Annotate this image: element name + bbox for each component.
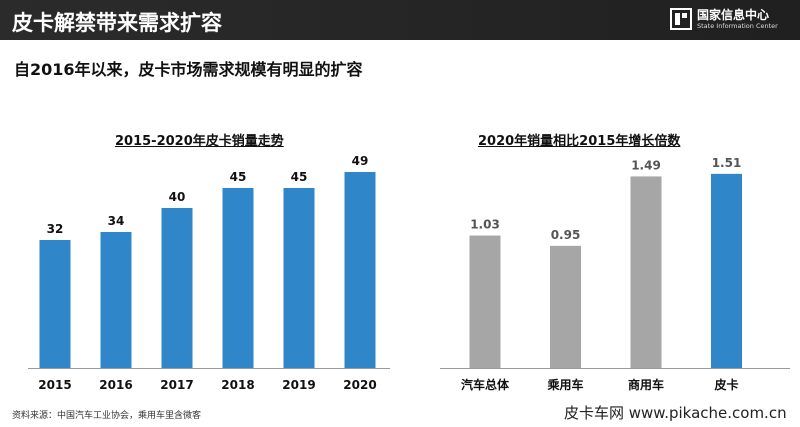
- value-label-汽车总体: 1.03: [470, 218, 500, 232]
- right-chart-title: 2020年销量相比2015年增长倍数: [478, 134, 681, 149]
- value-label-2016: 34: [108, 214, 125, 228]
- bar-2020: [344, 172, 376, 368]
- bar-2017: [161, 208, 193, 368]
- bar-2016: [100, 232, 132, 368]
- value-label-2017: 40: [169, 190, 186, 204]
- x-tick-2018: 2018: [221, 378, 254, 392]
- logo-name: 国家信息中心: [697, 8, 770, 22]
- x-tick-2017: 2017: [160, 378, 193, 392]
- bar-2018: [222, 188, 254, 368]
- value-label-皮卡: 1.51: [712, 156, 742, 170]
- value-label-2020: 49: [352, 154, 369, 168]
- header-bar: 皮卡解禁带来需求扩容 国家信息中心 State Information Cent…: [0, 0, 800, 40]
- data-source-note: 资料来源：中国汽车工业协会，乘用车里含微客: [12, 411, 202, 421]
- x-tick-汽车总体: 汽车总体: [461, 377, 510, 392]
- value-label-商用车: 1.49: [631, 158, 661, 172]
- x-tick-乘用车: 乘用车: [546, 377, 583, 392]
- value-label-2018: 45: [230, 170, 247, 184]
- bar-2019: [283, 188, 315, 368]
- state-information-center-icon: [670, 8, 692, 30]
- value-label-2019: 45: [291, 170, 308, 184]
- value-label-乘用车: 0.95: [551, 228, 581, 242]
- logo-subtitle: State Information Center: [697, 22, 778, 30]
- x-tick-2020: 2020: [343, 378, 376, 392]
- bar-皮卡: [711, 173, 742, 368]
- x-tick-2019: 2019: [282, 378, 315, 392]
- logo: 国家信息中心 State Information Center: [670, 6, 790, 34]
- watermark: 皮卡车网 www.pikache.com.cn: [560, 402, 791, 423]
- bar-汽车总体: [469, 235, 501, 368]
- x-tick-2016: 2016: [99, 378, 132, 392]
- bar-乘用车: [550, 245, 581, 368]
- bar-商用车: [630, 176, 662, 368]
- x-tick-皮卡: 皮卡: [713, 377, 738, 392]
- left-chart-title: 2015-2020年皮卡销量走势: [115, 134, 284, 149]
- value-label-2015: 32: [47, 222, 64, 236]
- slide-subtitle: 自2016年以来，皮卡市场需求规模有明显的扩容: [14, 60, 363, 79]
- bar-2015: [39, 240, 71, 368]
- page-title: 皮卡解禁带来需求扩容: [12, 11, 222, 35]
- x-tick-商用车: 商用车: [628, 377, 664, 392]
- x-tick-2015: 2015: [38, 378, 71, 392]
